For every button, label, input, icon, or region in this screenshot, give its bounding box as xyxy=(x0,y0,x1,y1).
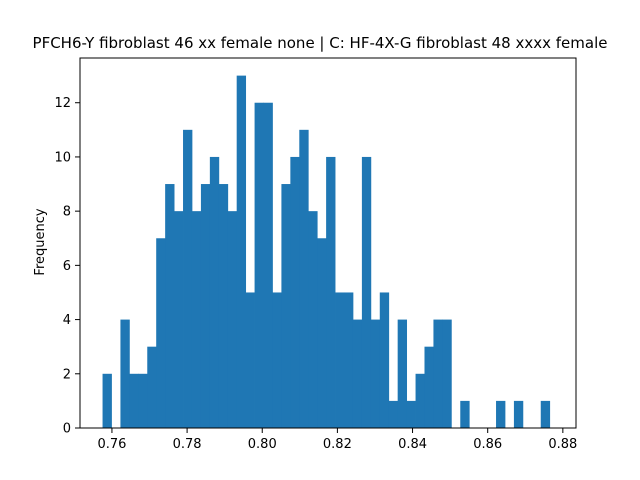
histogram-bar xyxy=(129,373,139,428)
histogram-bar xyxy=(281,184,291,428)
histogram-bar xyxy=(370,319,381,428)
histogram-bar xyxy=(191,211,202,428)
y-axis: 0 2 4 6 8 10 12 xyxy=(54,96,80,437)
bars-group xyxy=(102,75,551,429)
chart-title: PFCH6-Y fibroblast 46 xx female none | C… xyxy=(33,34,608,52)
histogram-bar xyxy=(397,319,408,428)
histogram-bar xyxy=(299,129,309,428)
histogram-bar xyxy=(156,238,166,428)
histogram-bar xyxy=(326,156,336,428)
histogram-bar xyxy=(272,292,282,428)
histogram-bar xyxy=(540,400,551,428)
histogram-bar xyxy=(200,184,211,428)
histogram-bar xyxy=(227,211,238,428)
y-tick-label: 2 xyxy=(63,367,71,382)
x-tick-label: 0.86 xyxy=(473,437,502,452)
y-tick-label: 0 xyxy=(63,422,71,437)
x-tick-label: 0.80 xyxy=(248,437,277,452)
histogram-bar xyxy=(120,319,130,428)
histogram-bar xyxy=(496,400,506,428)
histogram-bar xyxy=(388,400,399,428)
y-tick-label: 4 xyxy=(63,313,71,328)
histogram-bar xyxy=(165,184,175,428)
histogram-bar xyxy=(317,238,327,428)
histogram-bar xyxy=(308,211,318,428)
histogram-bar xyxy=(352,319,363,428)
x-tick-label: 0.82 xyxy=(323,437,352,452)
x-tick-label: 0.88 xyxy=(548,437,577,452)
histogram-bar xyxy=(442,319,452,428)
histogram-bar xyxy=(174,211,184,428)
histogram-bar xyxy=(218,184,229,428)
histogram-bar xyxy=(236,75,247,429)
histogram-bar xyxy=(335,292,345,428)
y-axis-label: Frequency xyxy=(33,208,48,275)
y-tick-label: 10 xyxy=(54,150,71,165)
histogram-bar xyxy=(138,373,148,428)
y-tick-label: 8 xyxy=(63,205,71,220)
histogram-bar xyxy=(344,292,354,428)
histogram-bar xyxy=(147,346,157,428)
histogram-bar xyxy=(183,129,193,428)
histogram-bar xyxy=(209,156,220,428)
histogram-bar xyxy=(460,400,470,428)
histogram-bar xyxy=(406,400,416,428)
histogram-bar xyxy=(102,373,112,428)
x-tick-label: 0.84 xyxy=(398,437,427,452)
histogram-bar xyxy=(245,292,255,428)
histogram-bar xyxy=(513,400,524,428)
x-tick-label: 0.76 xyxy=(97,437,126,452)
histogram-bar xyxy=(263,102,273,428)
histogram-bar xyxy=(379,292,390,428)
histogram-bar xyxy=(415,373,425,428)
x-axis: 0.76 0.78 0.80 0.82 0.84 0.86 0.88 xyxy=(97,428,577,452)
y-tick-label: 6 xyxy=(63,259,71,274)
y-tick-label: 12 xyxy=(54,96,71,111)
histogram-bar xyxy=(424,346,434,428)
histogram-bar xyxy=(361,156,372,428)
histogram-bar xyxy=(290,156,300,428)
x-tick-label: 0.78 xyxy=(173,437,202,452)
histogram-bar xyxy=(254,102,264,428)
plot-frame xyxy=(79,57,577,429)
histogram-bar xyxy=(433,319,443,428)
